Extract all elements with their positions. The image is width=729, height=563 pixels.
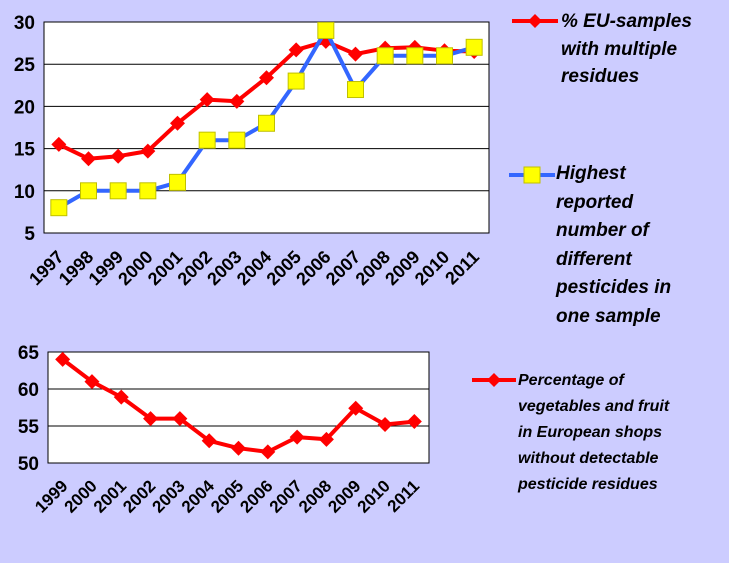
legend-line: without detectable [518,450,659,467]
data-point [80,182,97,200]
data-point [228,131,246,149]
y-tick-label: 30 [14,13,35,34]
legend-line: number of [556,220,649,241]
data-point [348,46,363,62]
x-tick-label: 2007 [266,476,306,516]
data-point [110,148,126,164]
data-point [406,414,422,430]
data-point [81,151,96,167]
legend-line: Highest [556,163,626,184]
data-point [287,72,305,90]
data-point [170,115,185,131]
y-tick-label: 15 [14,140,36,161]
data-point [436,47,453,65]
y-tick-label: 10 [14,182,35,203]
data-point [259,70,274,86]
data-point [139,182,157,200]
data-point [406,47,424,65]
x-tick-label: 2004 [178,476,219,517]
legend-line: in European shops [518,424,663,441]
y-tick-label: 5 [24,224,35,245]
data-point [317,21,335,39]
data-point [84,374,100,390]
y-tick-label: 60 [18,380,39,401]
data-point [465,38,483,56]
legend-line: one sample [556,305,661,327]
data-point [109,182,127,200]
x-tick-label: 2005 [207,476,247,516]
x-tick-label: 2001 [90,476,130,516]
legend-line: vegetables and fruit [518,398,670,415]
legend-no-residues: Percentage of vegetables and fruit in Eu… [518,368,723,498]
legend-swatch-highest-number [509,166,555,184]
data-point [140,143,156,159]
legend-line: pesticides in [556,277,672,298]
data-point [199,92,215,108]
x-tick-label: 2008 [295,476,335,516]
data-point [260,444,276,460]
y-tick-label: 65 [18,343,40,364]
x-tick-label: 2011 [384,476,424,516]
legend-swatch-multiple-residues [512,14,558,28]
data-point [172,411,188,427]
data-point [51,136,67,152]
legend-line: Percentage of [518,372,624,389]
legend-line: % EU-samples [561,11,692,32]
x-tick-label: 2000 [61,476,101,516]
data-point [169,173,186,191]
x-tick-label: 2009 [324,476,364,516]
data-point [198,131,216,149]
data-point [348,400,364,416]
data-point [376,47,394,65]
data-point [50,199,68,217]
y-tick-label: 20 [14,97,35,118]
legend-line: with multiple [561,38,678,60]
x-tick-label: 2002 [119,476,159,516]
legend-multiple-residues: % EU-samples with multiple residues [561,8,726,91]
x-tick-label: 2006 [236,476,276,516]
legend-line: pesticide residues [518,476,658,493]
x-tick-label: 1999 [31,476,71,516]
data-point [143,411,159,427]
legend-line: residues [561,66,640,87]
data-point [318,431,334,447]
data-point [289,429,305,445]
data-point [55,351,71,367]
x-tick-label: 2010 [354,476,394,516]
data-point [258,114,275,132]
x-tick-label: 2003 [149,476,189,516]
bottom-chart: 50 55 60 65 19992000200120022003200420052006… [18,343,430,517]
data-point [347,81,364,99]
legend-line: reported [556,191,634,213]
y-tick-label: 25 [14,55,36,76]
data-point [288,42,304,58]
top-chart: 5101520253019971998199920002001200220032… [14,13,490,289]
data-point [113,389,129,405]
y-tick-label: 55 [18,417,40,438]
legend-line: different [556,248,632,270]
legend-swatch-no-residues [472,373,516,387]
data-point [201,433,217,449]
data-point [229,93,245,109]
data-point [231,440,246,456]
y-tick-label: 50 [18,454,39,475]
x-tick-label: 2011 [441,247,483,289]
legend-highest-number: Highest reported number of different pes… [556,160,726,331]
data-point [377,417,393,433]
